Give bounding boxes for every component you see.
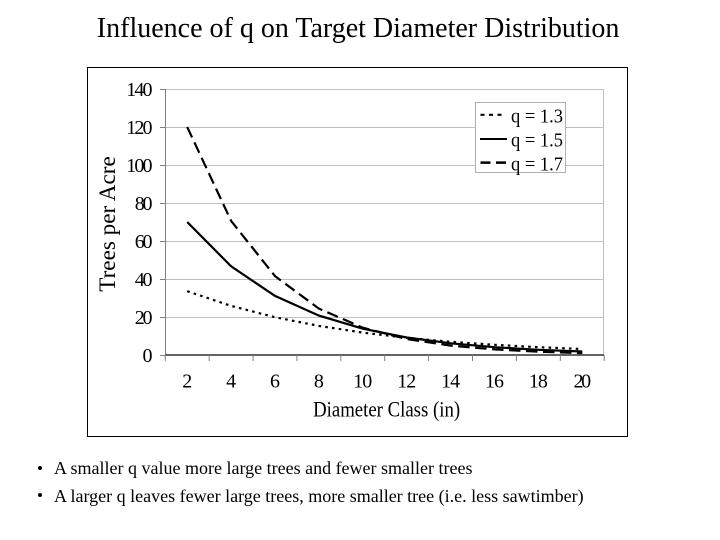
- svg-text:20: 20: [135, 307, 153, 329]
- svg-text:60: 60: [135, 231, 153, 253]
- svg-text:14: 14: [441, 371, 460, 393]
- svg-text:Diameter Class (in): Diameter Class (in): [313, 396, 460, 421]
- svg-text:0: 0: [143, 345, 153, 367]
- svg-text:q = 1.3: q = 1.3: [511, 105, 563, 127]
- svg-text:12: 12: [397, 371, 416, 393]
- svg-text:20: 20: [573, 371, 591, 393]
- svg-text:4: 4: [226, 371, 236, 393]
- svg-text:40: 40: [135, 269, 153, 291]
- svg-text:2: 2: [182, 371, 192, 393]
- svg-text:16: 16: [485, 371, 504, 393]
- svg-text:10: 10: [353, 371, 372, 393]
- svg-text:Trees per Acre: Trees per Acre: [95, 156, 120, 292]
- svg-text:140: 140: [126, 79, 152, 101]
- svg-text:100: 100: [126, 155, 152, 177]
- svg-text:q = 1.5: q = 1.5: [511, 130, 563, 152]
- svg-text:q = 1.7: q = 1.7: [511, 154, 563, 176]
- svg-text:8: 8: [314, 371, 324, 393]
- svg-text:120: 120: [126, 117, 152, 139]
- svg-text:6: 6: [270, 371, 280, 393]
- svg-text:80: 80: [135, 193, 153, 215]
- svg-text:18: 18: [529, 371, 548, 393]
